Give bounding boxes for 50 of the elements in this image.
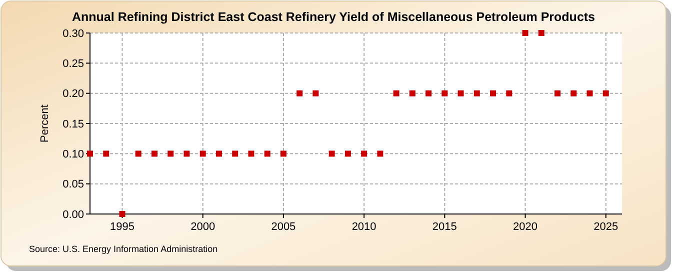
point [409,90,416,96]
point [135,150,142,157]
point [119,211,126,217]
point [168,150,174,157]
point [377,150,384,157]
point [312,90,319,96]
x-tick-label: 2015 [432,221,457,233]
y-tick-label: 0.05 [62,178,84,191]
x-tick-label: 2010 [352,221,376,233]
y-axis-title: Percent [39,104,51,142]
point [344,150,351,157]
point [506,90,512,96]
point [151,150,158,157]
point [200,150,206,157]
x-tick-label: 2000 [190,221,216,233]
y-tick-label: 0.00 [62,208,84,221]
point [554,90,561,96]
point [586,90,593,96]
point [103,150,110,157]
point [474,90,480,96]
chart-title: Annual Refining District East Coast Refinery Yield of Miscellaneous Petroleum Products [72,10,596,24]
point [216,150,222,157]
y-tick-label: 0.30 [62,28,84,40]
point [248,150,254,157]
point [296,90,303,96]
y-tick-label: 0.15 [62,118,84,130]
x-tick-label: 1995 [110,221,134,233]
point [328,150,335,157]
y-tick-label: 0.25 [62,58,84,70]
point [442,90,448,96]
x-tick-label: 2025 [594,221,618,233]
point [602,90,609,96]
point [426,90,432,96]
point [361,150,368,157]
source-note: Source: U.S. Energy Information Administration [29,244,218,254]
point [264,150,270,157]
x-tick-label: 2020 [513,221,538,233]
point [232,150,238,157]
point [184,150,190,157]
point [393,90,400,96]
point [538,30,544,36]
point [458,90,464,96]
point [570,90,577,96]
point [490,90,496,96]
x-tick-label: 2005 [271,221,296,233]
point [280,150,286,157]
y-tick-label: 0.10 [62,148,84,161]
y-tick-label: 0.20 [62,88,84,100]
point [87,150,93,157]
point [522,30,528,36]
